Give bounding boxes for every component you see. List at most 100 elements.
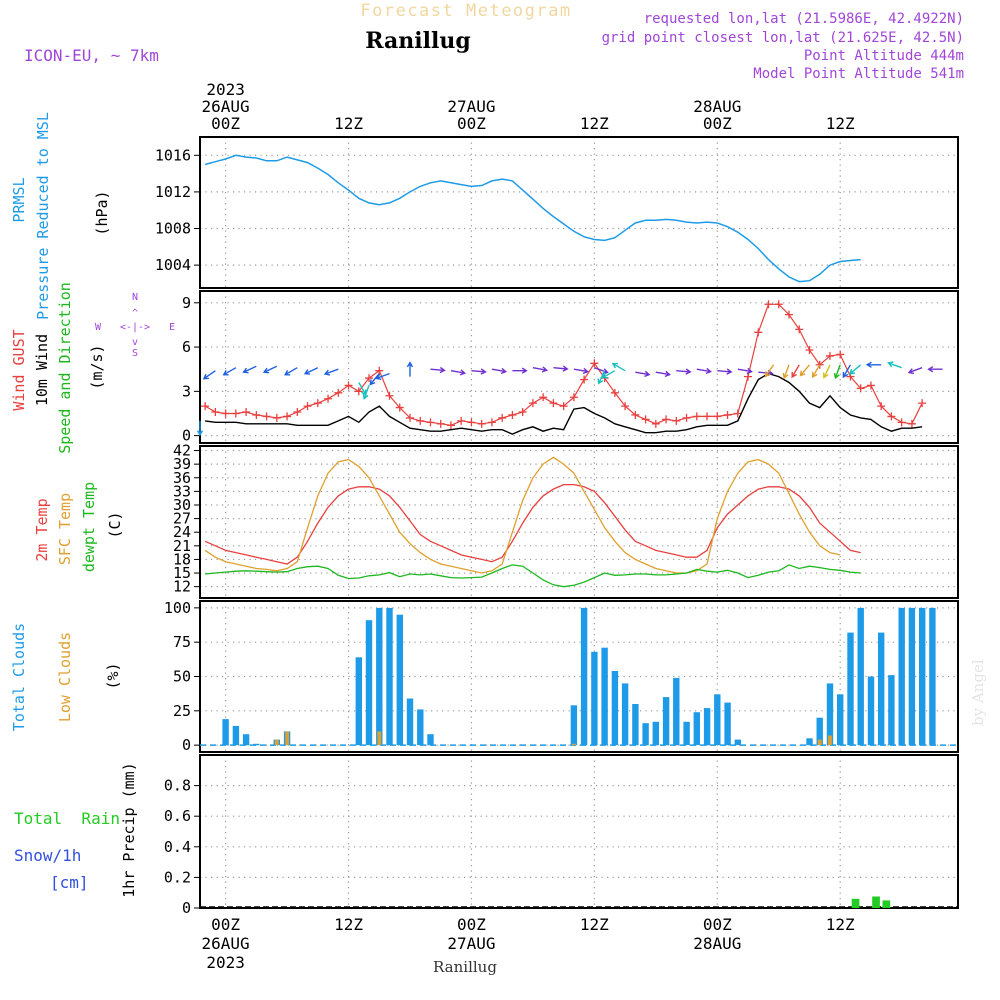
total-cloud-bar: [406, 698, 414, 746]
total-cloud-bar: [601, 647, 608, 746]
wind-direction-arrow: [284, 367, 298, 376]
wind-direction-arrow: [655, 370, 671, 378]
low-cloud-bar: [572, 743, 576, 746]
wind-direction-arrow: [362, 385, 370, 400]
point-altitude: Point Altitude 444m: [804, 48, 964, 64]
gust-marker: [784, 310, 793, 319]
wind-direction-arrow: [430, 366, 446, 374]
wind-unit-label: (m/s): [88, 344, 106, 389]
wind-direction-arrow: [222, 367, 237, 376]
gust-marker: [426, 418, 435, 427]
gust-marker: [272, 413, 281, 422]
wind-direction-arrow: [369, 373, 380, 386]
total-cloud-bar: [232, 725, 240, 746]
snow-label: Snow/1h: [14, 846, 81, 865]
wind-direction-arrow: [737, 367, 753, 375]
product-title: Forecast Meteogram: [360, 1, 571, 21]
total-cloud-bar: [898, 607, 905, 746]
wind-direction-arrow: [553, 365, 569, 372]
y-tick-label: 30: [173, 496, 191, 514]
gust-marker: [856, 384, 865, 393]
wind-direction-arrow: [471, 368, 487, 375]
temp-unit-label: (C): [106, 511, 124, 538]
y-tick-label: 24: [173, 523, 191, 541]
wind-direction-arrow: [717, 368, 733, 375]
gust-marker: [774, 300, 783, 309]
time-label-top: 27AUG: [447, 97, 495, 116]
time-label-top: 26AUG: [202, 97, 250, 116]
prmsl-line: [204, 154, 861, 283]
gust-marker: [354, 387, 363, 396]
gust-marker: [324, 394, 333, 403]
gust-marker: [446, 421, 455, 430]
temp-2m-label: 2m Temp: [33, 498, 51, 561]
wind-direction-arrow: [907, 367, 923, 375]
total-cloud-bar: [222, 719, 229, 746]
wind-direction-arrow: [696, 367, 712, 375]
wind-direction-arrow: [374, 372, 390, 380]
wind-direction-arrow: [822, 364, 831, 379]
total-cloud-bar: [632, 704, 639, 746]
compass-south: S: [132, 348, 138, 359]
total-cloud-bar: [929, 607, 936, 746]
y-tick-label: 0.2: [164, 868, 191, 886]
dewpt-temp-line: [205, 564, 861, 588]
y-tick-label: 27: [173, 510, 191, 528]
total-cloud-bar: [253, 743, 260, 746]
wind-direction-arrow: [848, 364, 862, 375]
low-clouds-label: Low Clouds: [56, 632, 74, 722]
wind-direction-arrow: [196, 420, 204, 437]
gust-marker: [672, 416, 681, 425]
y-tick-label: 1016: [155, 146, 191, 164]
wind-direction-arrow: [611, 362, 626, 372]
wind-direction-arrow: [927, 366, 943, 373]
compass-west: W: [95, 322, 102, 333]
total-cloud-bar: [888, 675, 895, 746]
gust-marker: [795, 325, 804, 334]
prmsl-label: PRMSL: [10, 177, 28, 222]
low-cloud-bar: [274, 739, 279, 746]
panels: 1004100810121016036912151821242730333639…: [155, 136, 959, 917]
low-cloud-bar: [817, 739, 822, 746]
compass-rose: N S W E <-|-> ^ v: [95, 292, 175, 359]
gust-marker: [416, 416, 425, 425]
time-label-top: 00Z: [703, 114, 732, 133]
total-cloud-bar: [365, 620, 373, 746]
wind-gust-label: Wind GUST: [10, 329, 28, 410]
wind-direction-arrow: [799, 364, 811, 377]
time-label-top: 00Z: [457, 114, 486, 133]
total-cloud-bar: [816, 717, 823, 746]
gust-marker: [877, 402, 886, 411]
wind-direction-arrow: [676, 368, 692, 375]
total-cloud-bar: [427, 734, 434, 746]
total-cloud-bar: [652, 721, 659, 746]
total-cloud-bar: [714, 694, 721, 746]
wind-direction-arrow: [512, 367, 528, 374]
gust-marker: [528, 399, 537, 408]
gust-marker: [815, 360, 824, 369]
gust-marker: [313, 399, 322, 408]
panel-frame: [199, 445, 959, 599]
gust-marker: [590, 359, 599, 368]
total-cloud-bar: [417, 709, 424, 746]
wind-10m-label: 10m Wind: [33, 334, 51, 406]
y-tick-label: 9: [182, 294, 191, 312]
grid-point-coords: grid point closest lon,lat (21.625E, 42.…: [602, 30, 964, 46]
gust-marker: [651, 419, 660, 428]
gust-marker: [487, 418, 496, 427]
precip-axis-label: 1hr Precip (mm): [120, 762, 138, 897]
time-label-bottom: 12Z: [334, 915, 363, 934]
y-tick-label: 100: [164, 599, 191, 617]
wind-direction-arrow: [532, 366, 549, 373]
gust-marker: [621, 402, 630, 411]
clouds-panel: 0 25 50 75 100: [164, 599, 959, 754]
gust-marker: [375, 366, 384, 375]
total-cloud-bar: [355, 657, 362, 746]
gust-marker: [252, 410, 261, 419]
total-cloud-bar: [683, 721, 690, 746]
precip-panel: 0 0.2 0.4 0.6 0.8: [164, 754, 959, 917]
gust-marker: [631, 410, 640, 419]
